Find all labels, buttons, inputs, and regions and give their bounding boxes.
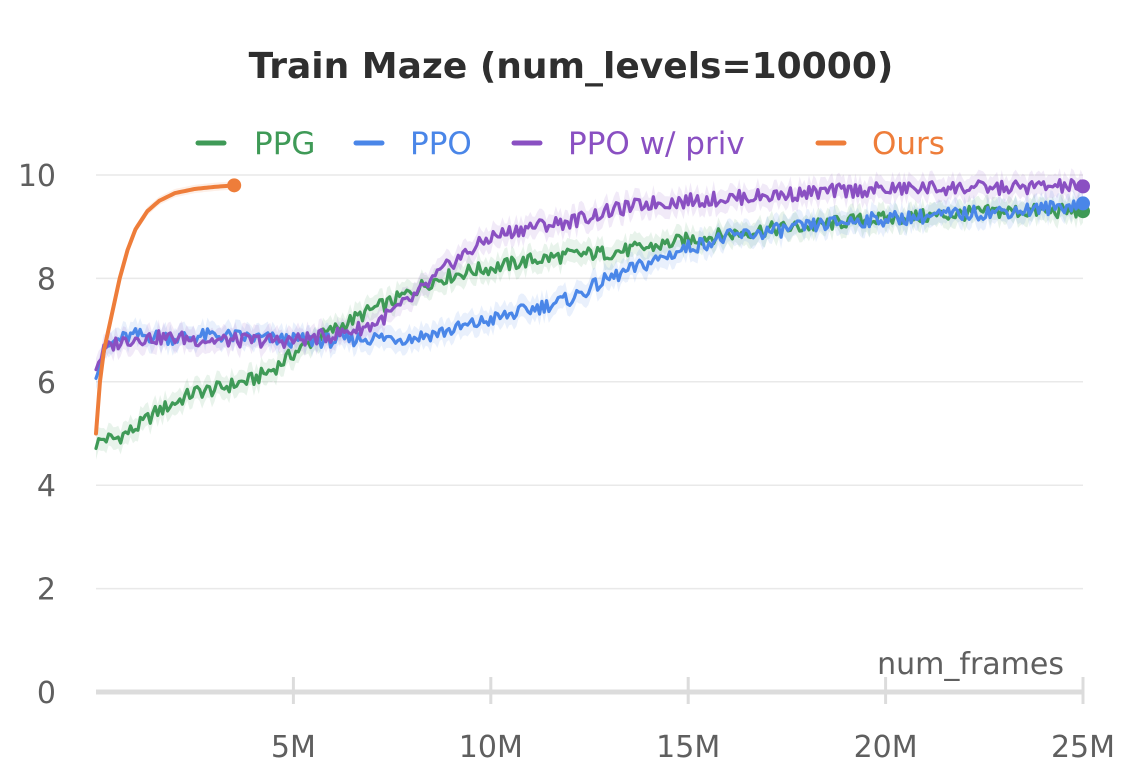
series-lines (94, 178, 1090, 451)
x-tick-label: 10M (459, 730, 523, 765)
series-line[interactable] (94, 183, 237, 436)
legend-label[interactable]: PPO w/ priv (568, 126, 745, 162)
y-tick-label: 10 (18, 159, 56, 194)
series-line[interactable] (94, 198, 1085, 380)
y-tick-label: 4 (37, 469, 56, 504)
y-tick-label: 0 (37, 676, 56, 711)
y-tick-label: 8 (37, 262, 56, 297)
x-tick-label: 5M (271, 730, 316, 765)
legend[interactable]: PPG PPO PPO w/ priv Ours (195, 126, 945, 162)
series-endpoint[interactable] (1076, 179, 1090, 194)
y-tick-label: 2 (37, 573, 56, 608)
series-line[interactable] (94, 178, 1085, 372)
series-line[interactable] (94, 202, 1085, 451)
x-tick-label: 20M (854, 730, 918, 765)
axes: 0 2 4 6 8 10 5M 10M 15M 20M 25M (18, 159, 1115, 765)
x-axis-label: num_frames (877, 647, 1064, 682)
legend-label[interactable]: Ours (872, 126, 945, 162)
y-tick-label: 6 (37, 366, 56, 401)
legend-label[interactable]: PPG (254, 126, 315, 162)
series-endpoint[interactable] (227, 178, 242, 193)
x-tick-label: 15M (656, 730, 720, 765)
x-tick-label: 25M (1051, 730, 1115, 765)
chart-title: Train Maze (num_levels=10000) (249, 46, 894, 87)
legend-label[interactable]: PPO (410, 126, 472, 162)
series-endpoint[interactable] (1076, 196, 1090, 211)
